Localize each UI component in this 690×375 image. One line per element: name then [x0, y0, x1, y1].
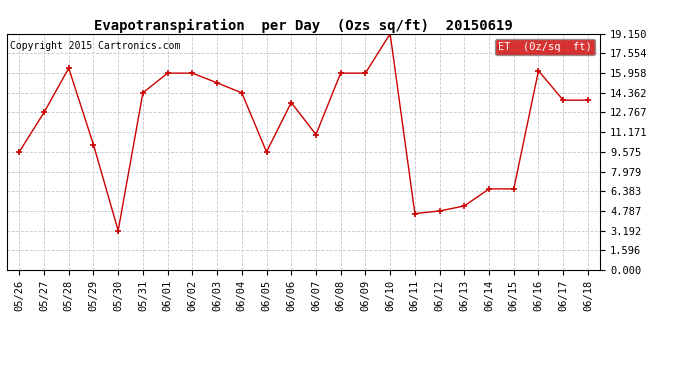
Title: Evapotranspiration  per Day  (Ozs sq/ft)  20150619: Evapotranspiration per Day (Ozs sq/ft) 2…: [95, 18, 513, 33]
Legend: ET  (0z/sq  ft): ET (0z/sq ft): [495, 39, 595, 55]
Text: Copyright 2015 Cartronics.com: Copyright 2015 Cartronics.com: [10, 41, 180, 51]
